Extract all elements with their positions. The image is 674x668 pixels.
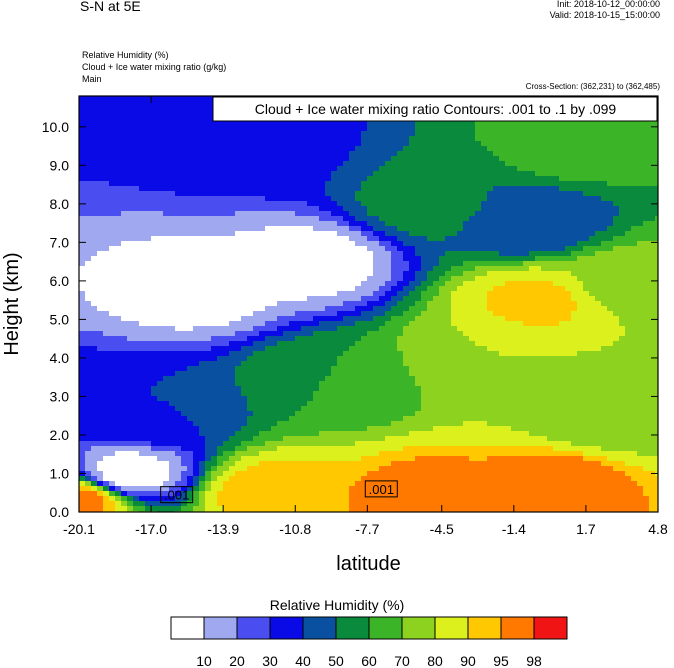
y-tick-label: 9.0 bbox=[50, 157, 70, 173]
colorbar-swatch bbox=[500, 616, 535, 640]
colorbar-level-label: 30 bbox=[262, 653, 278, 668]
colorbar-level-label: 90 bbox=[460, 653, 476, 668]
colorbar-level-label: 40 bbox=[295, 653, 311, 668]
field-label-cloud-ice: Cloud + Ice water mixing ratio (g/kg) bbox=[82, 62, 227, 72]
colorbar-level-label: 60 bbox=[361, 653, 377, 668]
colorbar-level-label: 20 bbox=[229, 653, 245, 668]
colorbar-swatch bbox=[236, 616, 271, 640]
colorbar-level-label: 10 bbox=[196, 653, 212, 668]
y-tick-label: 3.0 bbox=[50, 388, 70, 404]
plot-title: S-N at 5E bbox=[80, 0, 141, 14]
colorbar-swatch bbox=[467, 616, 502, 640]
y-axis-label: Height (km) bbox=[1, 252, 23, 355]
contour-label-box bbox=[160, 486, 194, 504]
x-tick-label: -1.4 bbox=[502, 521, 526, 537]
colorbar-swatch bbox=[302, 616, 337, 640]
y-tick-label: 4.0 bbox=[50, 350, 70, 366]
colorbar-level-label: 98 bbox=[526, 653, 542, 668]
y-tick-label: 6.0 bbox=[50, 273, 70, 289]
x-axis-label: latitude bbox=[336, 553, 401, 575]
y-tick-label: 5.0 bbox=[50, 311, 70, 327]
contour-title: Cloud + Ice water mixing ratio Contours:… bbox=[255, 101, 617, 117]
colorbar-swatch bbox=[335, 616, 370, 640]
field-label-domain: Main bbox=[82, 74, 102, 84]
colorbar-level-label: 50 bbox=[328, 653, 344, 668]
field-label-rh: Relative Humidity (%) bbox=[82, 50, 169, 60]
colorbar-swatch bbox=[434, 616, 469, 640]
y-tick-label: 8.0 bbox=[50, 196, 70, 212]
valid-time-label: Valid: 2018-10-15_15:00:00 bbox=[549, 10, 660, 20]
contour-label: .001 bbox=[164, 488, 189, 503]
y-tick-label: 2.0 bbox=[50, 427, 70, 443]
y-tick-label: 0.0 bbox=[50, 504, 70, 520]
x-tick-label: -13.9 bbox=[207, 521, 239, 537]
contour-label: .001 bbox=[369, 482, 394, 497]
plot-frame bbox=[78, 95, 659, 513]
colorbar-swatch bbox=[401, 616, 436, 640]
x-tick-label: -4.5 bbox=[430, 521, 454, 537]
cross-section-label: Cross-Section: (362,231) to (362,485) bbox=[525, 82, 660, 91]
x-tick-label: -20.1 bbox=[63, 521, 95, 537]
x-tick-label: -7.7 bbox=[355, 521, 379, 537]
colorbar-swatch bbox=[533, 616, 568, 640]
colorbar-swatch bbox=[269, 616, 304, 640]
rh-field bbox=[79, 96, 658, 512]
colorbar-swatch bbox=[368, 616, 403, 640]
y-tick-label: 10.0 bbox=[42, 119, 69, 135]
y-tick-label: 1.0 bbox=[50, 465, 70, 481]
x-tick-label: 1.7 bbox=[576, 521, 596, 537]
colorbar-swatch bbox=[170, 616, 205, 640]
contour-label-box bbox=[364, 480, 398, 498]
colorbar-swatch bbox=[203, 616, 238, 640]
colorbar-title: Relative Humidity (%) bbox=[269, 597, 405, 613]
y-tick-label: 7.0 bbox=[50, 234, 70, 250]
x-tick-label: -17.0 bbox=[135, 521, 167, 537]
colorbar-level-label: 70 bbox=[394, 653, 410, 668]
x-tick-label: -10.8 bbox=[279, 521, 311, 537]
colorbar-level-label: 80 bbox=[427, 653, 443, 668]
init-time-label: Init: 2018-10-12_00:00:00 bbox=[556, 0, 660, 9]
colorbar-level-label: 95 bbox=[493, 653, 509, 668]
contour-title-box bbox=[212, 96, 658, 122]
x-tick-label: 4.8 bbox=[648, 521, 668, 537]
